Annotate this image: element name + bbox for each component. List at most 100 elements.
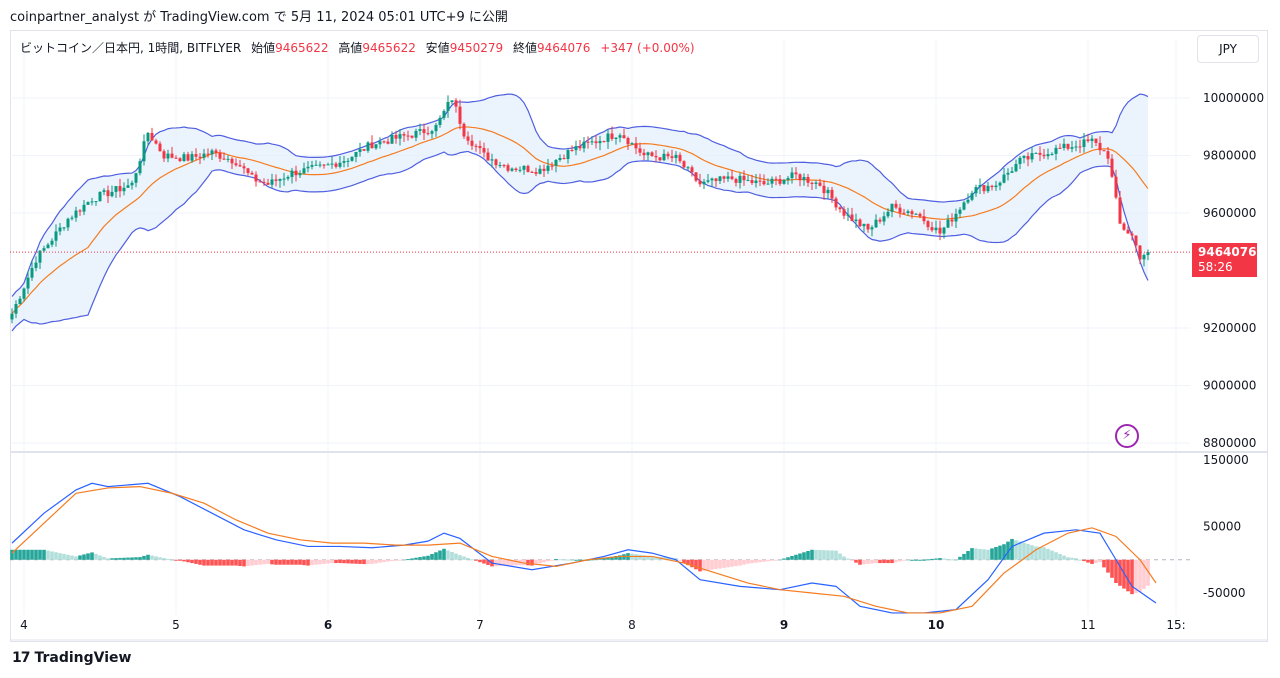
hist-bar	[954, 559, 958, 561]
hist-bar	[198, 559, 202, 565]
candle	[1002, 167, 1006, 184]
candle	[1118, 190, 1122, 225]
hist-bar	[1126, 559, 1130, 592]
hist-bar	[114, 558, 118, 560]
time-axis[interactable]: 4 5 6 7 8 9 10 11 15:	[10, 618, 1268, 641]
hist-bar	[498, 559, 502, 567]
candle	[490, 153, 494, 168]
candle	[230, 157, 234, 169]
close-value: 9464076	[536, 41, 591, 55]
candle	[282, 172, 286, 186]
candle	[250, 170, 254, 175]
candle	[618, 133, 622, 143]
hist-bar	[58, 553, 62, 560]
hist-bar	[86, 553, 90, 560]
candle	[602, 140, 606, 143]
candle	[1114, 169, 1118, 200]
candle	[638, 142, 642, 157]
currency-button[interactable]: JPY	[1197, 35, 1259, 63]
candle	[78, 209, 82, 216]
candle	[390, 131, 394, 144]
change-value: +347 (+0.00%)	[600, 41, 695, 55]
candle	[386, 138, 390, 145]
candle	[206, 148, 210, 158]
candle	[906, 209, 910, 216]
hist-bar	[762, 559, 766, 562]
hist-bar	[302, 559, 306, 566]
candle	[718, 175, 722, 184]
open-value: 9465622	[275, 41, 329, 55]
hist-bar	[1086, 559, 1090, 563]
price-tick-label: 9600000	[1203, 206, 1256, 220]
candle	[222, 152, 226, 161]
candle	[322, 163, 326, 169]
hist-bar	[374, 559, 378, 564]
candle	[450, 100, 454, 105]
candle	[210, 148, 214, 161]
hist-bar	[482, 559, 486, 564]
hist-bar	[70, 555, 74, 560]
candle	[634, 137, 638, 155]
hist-bar	[722, 559, 726, 568]
candle	[766, 178, 770, 185]
candle	[298, 170, 302, 178]
candle	[430, 129, 434, 139]
hist-bar	[886, 559, 890, 564]
candle	[706, 174, 710, 184]
hist-bar	[434, 552, 438, 560]
candle	[494, 158, 498, 169]
hist-bar	[618, 555, 622, 560]
candle	[486, 148, 490, 161]
hist-bar	[742, 559, 746, 565]
hist-bar	[254, 559, 258, 566]
macd-tick-label: 150000	[1203, 453, 1249, 467]
candle	[538, 165, 542, 175]
hist-bar	[602, 558, 606, 560]
hist-bar	[174, 559, 178, 561]
candle	[462, 122, 466, 139]
hist-bar	[370, 559, 374, 564]
candle	[262, 178, 266, 187]
candle	[178, 157, 182, 163]
candle	[570, 145, 574, 152]
hist-bar	[1018, 541, 1022, 560]
hist-bar	[146, 554, 150, 560]
candle	[786, 175, 790, 185]
hist-bar	[926, 559, 930, 561]
candle	[82, 200, 86, 216]
candle	[226, 155, 230, 163]
hist-bar	[842, 556, 846, 560]
candle	[598, 135, 602, 151]
hist-bar	[274, 559, 278, 565]
hist-bar	[238, 559, 242, 566]
hist-bar	[838, 553, 842, 560]
candle	[254, 171, 258, 187]
candle	[314, 160, 318, 166]
candle	[306, 161, 310, 173]
hist-bar	[758, 559, 762, 563]
candle	[170, 146, 174, 159]
candle	[478, 140, 482, 155]
candle	[1054, 144, 1058, 161]
hist-bar	[414, 557, 418, 560]
hist-bar	[14, 549, 18, 560]
hist-bar	[234, 559, 238, 566]
candle	[622, 128, 626, 139]
lightning-bolt-icon[interactable]: ⚡	[1115, 424, 1139, 448]
hist-bar	[290, 559, 294, 565]
candle	[730, 169, 734, 181]
candle	[482, 142, 486, 158]
hist-bar	[134, 557, 138, 560]
hist-bar	[726, 559, 730, 568]
price-axis[interactable]: 10000000 9800000 9600000 9200000 9000000 8800…	[1203, 91, 1264, 600]
hist-bar	[1134, 559, 1138, 593]
candle	[70, 215, 74, 221]
candle	[146, 131, 150, 147]
candle	[1094, 138, 1098, 147]
candle	[414, 128, 418, 142]
candle	[606, 128, 610, 149]
candle	[582, 136, 586, 153]
hist-bar	[486, 559, 490, 565]
hist-bar	[638, 554, 642, 560]
